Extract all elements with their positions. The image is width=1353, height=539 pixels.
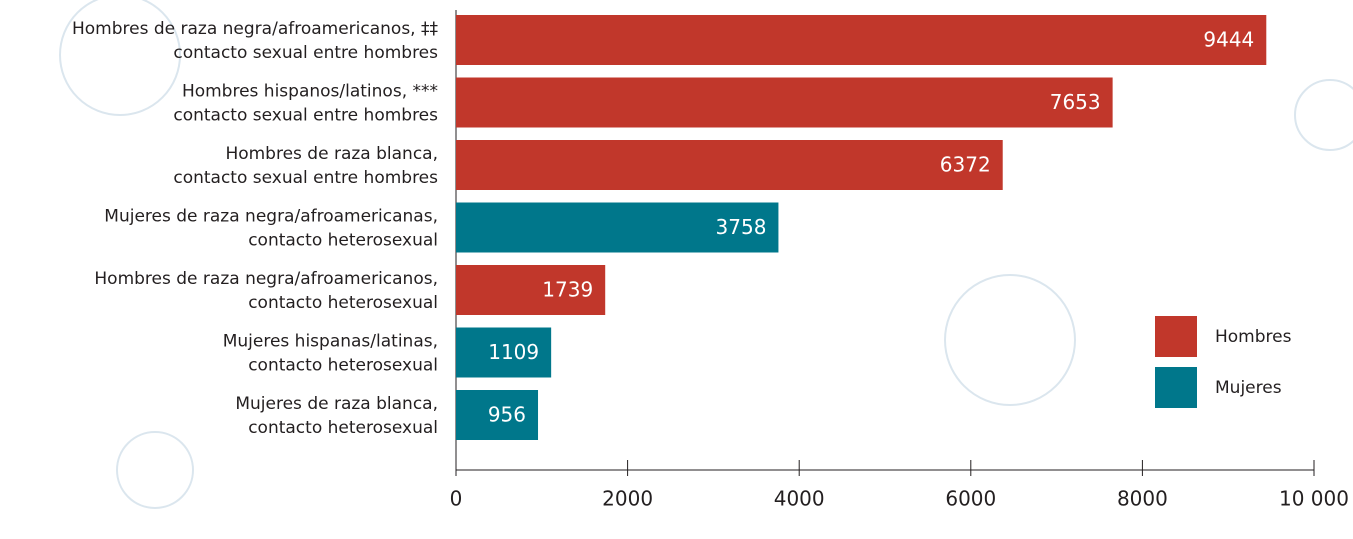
legend-label: Hombres xyxy=(1215,327,1292,347)
legend-swatch xyxy=(1155,367,1197,408)
value-label: 1109 xyxy=(488,340,539,364)
y-tick-label: Hombres de raza blanca, xyxy=(225,144,438,164)
value-label: 1739 xyxy=(542,278,593,302)
y-tick-label: Mujeres de raza blanca, xyxy=(235,394,438,414)
y-tick-label: contacto sexual entre hombres xyxy=(173,106,438,126)
value-label: 7653 xyxy=(1050,90,1101,114)
y-tick-label: Hombres hispanos/latinos, *** xyxy=(182,82,438,102)
y-tick-label: contacto sexual entre hombres xyxy=(173,168,438,188)
y-tick-label: contacto heterosexual xyxy=(248,418,438,438)
y-tick-label: Mujeres hispanas/latinas, xyxy=(223,332,438,352)
x-tick-label: 0 xyxy=(450,487,463,511)
legend-label: Mujeres xyxy=(1215,378,1282,398)
value-label: 9444 xyxy=(1203,28,1254,52)
value-label: 6372 xyxy=(940,153,991,177)
y-tick-label: contacto heterosexual xyxy=(248,293,438,313)
value-label: 956 xyxy=(488,403,526,427)
y-tick-label: contacto heterosexual xyxy=(248,356,438,376)
y-tick-label: contacto sexual entre hombres xyxy=(173,43,438,63)
y-tick-label: Hombres de raza negra/afroamericanos, ‡‡ xyxy=(72,19,439,39)
x-tick-label: 2000 xyxy=(602,487,653,511)
x-tick-label: 10 000 xyxy=(1279,487,1349,511)
y-tick-label: Hombres de raza negra/afroamericanos, xyxy=(94,269,438,289)
bar xyxy=(456,140,1003,190)
bar xyxy=(456,15,1266,65)
bar xyxy=(456,78,1113,128)
x-tick-label: 8000 xyxy=(1117,487,1168,511)
y-tick-label: Mujeres de raza negra/afroamericanas, xyxy=(104,207,438,227)
x-tick-label: 4000 xyxy=(774,487,825,511)
y-tick-label: contacto heterosexual xyxy=(248,231,438,251)
x-tick-label: 6000 xyxy=(945,487,996,511)
legend-swatch xyxy=(1155,316,1197,357)
value-label: 3758 xyxy=(716,215,767,239)
chart: 0 2000 4000 6000 8000 10 000 Hombres de raza n… xyxy=(0,0,1353,535)
